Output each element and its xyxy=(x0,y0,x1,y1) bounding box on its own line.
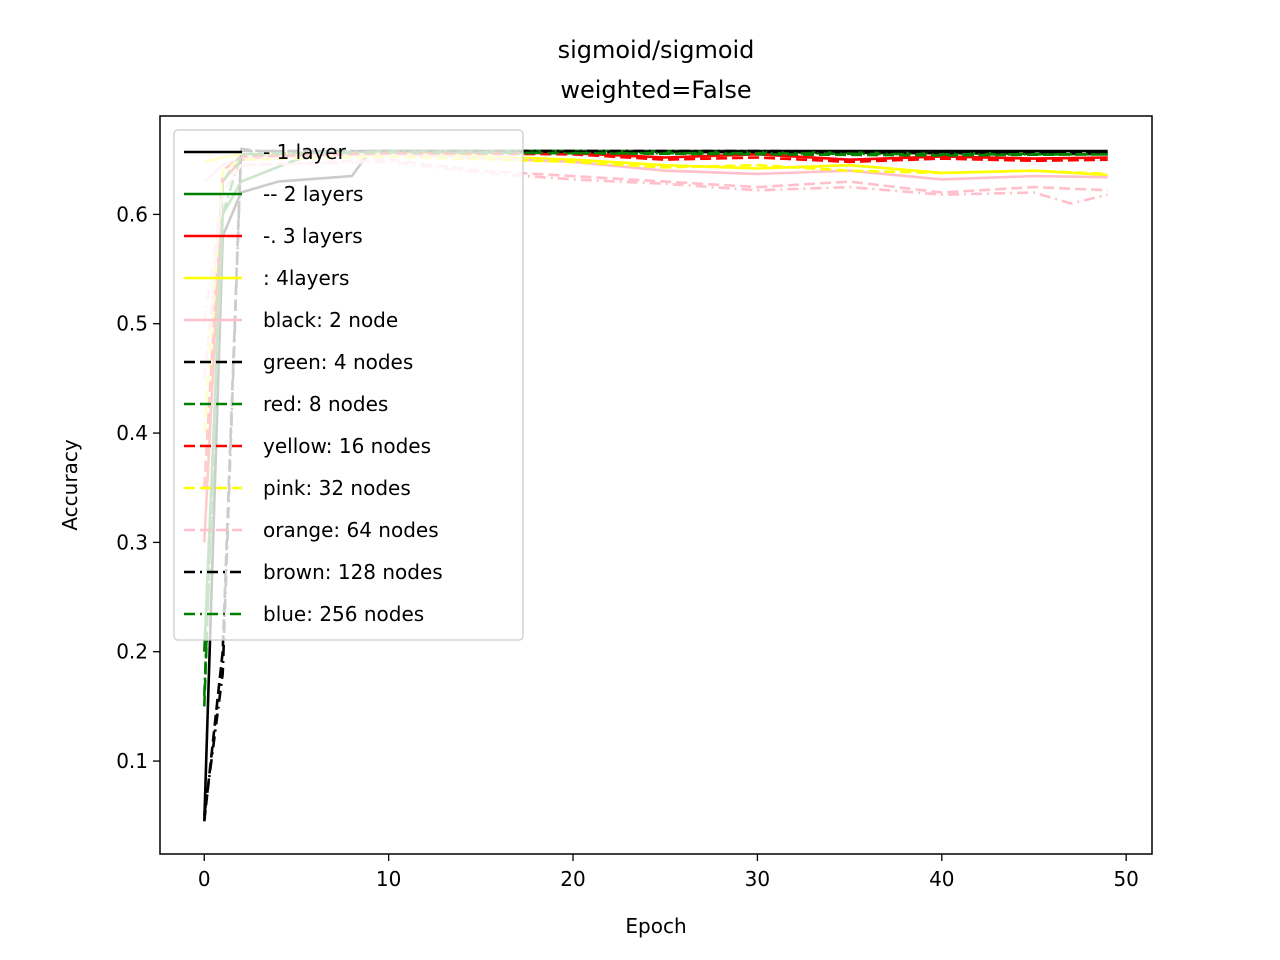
y-tick-label: 0.5 xyxy=(116,312,148,336)
series-line-8 xyxy=(203,151,1108,488)
legend-entry: : 4layers xyxy=(263,266,349,290)
y-axis: 0.1 0.2 0.3 0.4 0.5 0.6 xyxy=(116,202,160,773)
x-tick-label: 0 xyxy=(198,867,211,891)
legend-box xyxy=(173,129,524,641)
y-tick-label: 0.6 xyxy=(116,202,148,226)
legend-entry: red: 8 nodes xyxy=(263,392,388,416)
legend-entry: -. 3 layers xyxy=(263,224,363,248)
y-tick-label: 0.2 xyxy=(116,640,148,664)
x-tick-label: 50 xyxy=(1113,867,1138,891)
legend-entry: pink: 32 nodes xyxy=(263,476,411,500)
x-tick-label: 30 xyxy=(745,867,770,891)
y-tick-label: 0.3 xyxy=(116,530,148,554)
x-tick-label: 40 xyxy=(929,867,954,891)
legend-entry: orange: 64 nodes xyxy=(263,518,439,542)
chart-subtitle: weighted=False xyxy=(560,76,751,104)
legend-entry: green: 4 nodes xyxy=(263,350,413,374)
y-tick-label: 0.4 xyxy=(116,421,148,445)
x-axis-label: Epoch xyxy=(625,914,686,938)
y-tick-label: 0.1 xyxy=(116,749,148,773)
legend-entry: black: 2 node xyxy=(263,308,398,332)
x-tick-label: 20 xyxy=(560,867,585,891)
legend-entry: brown: 128 nodes xyxy=(263,560,443,584)
legend-entry: blue: 256 nodes xyxy=(263,602,424,626)
legend-entry: yellow: 16 nodes xyxy=(263,434,431,458)
legend-entry: - 1 layer xyxy=(263,140,347,164)
plot-frame xyxy=(159,115,1153,855)
y-axis-label: Accuracy xyxy=(58,439,82,530)
x-axis: 0 10 20 30 40 50 xyxy=(198,854,1139,891)
legend: - 1 layer -- 2 layers -. 3 layers : 4layers… xyxy=(173,129,524,641)
x-tick-label: 10 xyxy=(376,867,401,891)
legend-entry: -- 2 layers xyxy=(263,182,363,206)
chart-title: sigmoid/sigmoid xyxy=(558,36,755,64)
